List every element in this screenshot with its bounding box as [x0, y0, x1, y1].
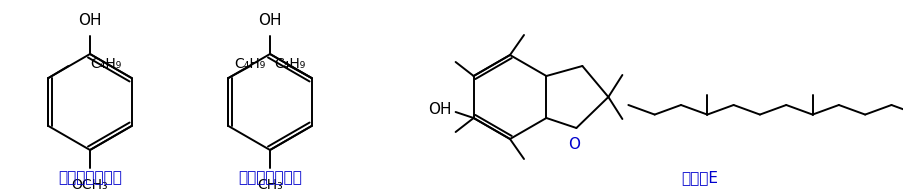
- Text: OH: OH: [258, 13, 282, 28]
- Text: 丁基羟基茴香醚: 丁基羟基茴香醚: [58, 170, 122, 185]
- Text: C₄H₉: C₄H₉: [90, 57, 122, 71]
- Text: CH₃: CH₃: [256, 178, 283, 192]
- Text: C₄H₉: C₄H₉: [234, 57, 265, 71]
- Text: 二丁基羟基甲苯: 二丁基羟基甲苯: [237, 170, 302, 185]
- Text: O: O: [568, 137, 580, 152]
- Text: C₄H₉: C₄H₉: [275, 57, 305, 71]
- Text: OH: OH: [79, 13, 102, 28]
- Text: OH: OH: [428, 103, 452, 118]
- Text: OCH₃: OCH₃: [71, 178, 108, 192]
- Text: 维生素E: 维生素E: [681, 170, 718, 185]
